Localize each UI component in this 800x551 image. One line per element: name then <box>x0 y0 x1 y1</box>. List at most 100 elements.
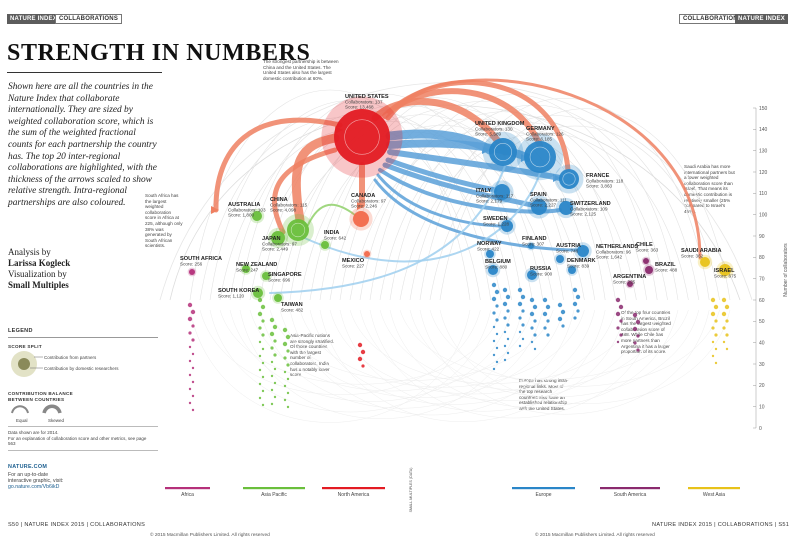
minor-country-dot <box>710 297 716 303</box>
minor-country-dot <box>714 319 718 323</box>
arrow-us-switzerland <box>378 168 562 214</box>
domestic-contribution-core <box>559 201 573 215</box>
minor-country-dot <box>533 347 537 351</box>
country-stat-label: Score: 13,468 <box>345 105 374 110</box>
minor-country-dot <box>725 347 729 351</box>
axis-title: Number of collaborators <box>783 243 789 297</box>
country-name-label: SOUTH AFRICA <box>180 256 222 262</box>
arrow-china-us <box>291 133 340 225</box>
minor-country-dot <box>491 296 497 302</box>
country-name-label: NEW ZEALAND <box>236 262 277 268</box>
domestic-contribution-core <box>719 264 731 276</box>
country-name-label: SOUTH KOREA <box>218 288 259 294</box>
background-arc <box>299 125 585 301</box>
vertical-credit-note: SMALL MULTIPLES (DATA) <box>409 468 413 513</box>
minor-country-dot <box>257 297 263 303</box>
minor-country-dot <box>191 380 195 384</box>
minor-country-dot <box>270 346 274 350</box>
copyright-left: © 2015 Macmillan Publishers Limited. All… <box>150 533 270 538</box>
minor-country-dot <box>286 377 290 381</box>
country-name-label: AUSTRIA <box>556 243 581 249</box>
nature-com-url[interactable]: go.nature.com/Vb6ikD <box>8 484 60 490</box>
minor-country-dot <box>286 405 290 409</box>
country-stat-label: Score: 839 <box>567 264 590 269</box>
minor-country-dot <box>506 351 510 355</box>
domestic-contribution-core <box>524 141 556 173</box>
country-stat-label: Collaborators: 97 <box>262 242 297 247</box>
minor-country-dot <box>542 311 548 317</box>
legend-from-partners: Contribution from partners <box>44 355 97 360</box>
minor-country-dot <box>503 344 507 348</box>
minor-country-dot <box>187 302 193 308</box>
country-name-label: ARGENTINA <box>613 274 646 280</box>
minor-country-dot <box>191 324 195 328</box>
domestic-contribution-core <box>489 138 517 166</box>
minor-country-dot <box>520 294 526 300</box>
minor-country-dot <box>533 319 537 323</box>
axis-tick-label: 20 <box>759 383 765 389</box>
arrow-us-netherlands <box>373 178 579 252</box>
minor-country-dot <box>269 331 275 337</box>
domestic-contribution-core <box>577 245 589 257</box>
minor-country-dot <box>543 326 547 330</box>
background-arc <box>259 309 544 409</box>
minor-country-dot <box>711 340 715 344</box>
country-stat-label: Score: 225 <box>613 280 636 285</box>
country-name-label: FINLAND <box>522 236 547 242</box>
country-stat-label: Score: 1,642 <box>596 255 622 260</box>
minor-country-dot <box>188 373 192 377</box>
background-arc <box>439 108 731 301</box>
minor-country-dot <box>258 382 262 386</box>
minor-country-dot <box>529 311 535 317</box>
note-south-africa: South Africa has the largest weighted co… <box>145 193 183 249</box>
domestic-contribution-core <box>252 211 262 221</box>
minor-country-dot <box>521 337 525 341</box>
minor-country-dot <box>616 326 620 330</box>
country-name-label: UNITED KINGDOM <box>475 121 525 127</box>
minor-country-dot <box>506 309 510 313</box>
nature-com-link-title[interactable]: NATURE.COM <box>8 464 48 470</box>
minor-country-dot <box>191 394 195 398</box>
minor-country-dot <box>725 333 729 337</box>
note-south-america: Of the top four countries in South Ameri… <box>621 310 671 355</box>
country-stat-label: Score: 3,863 <box>586 184 612 189</box>
legend-balance-title-1: CONTRIBUTION BALANCE <box>8 391 73 396</box>
minor-country-dot <box>506 337 510 341</box>
domestic-contribution-core <box>242 265 250 273</box>
legend-score-split: SCORE SPLIT <box>8 344 42 349</box>
country-name-label: INDIA <box>324 230 339 236</box>
country-stat-label: Score: 307 <box>522 242 545 247</box>
axis-tick-label: 100 <box>759 212 768 218</box>
domestic-contribution-core <box>364 251 370 257</box>
domestic-contribution-core <box>528 243 534 249</box>
legend-balance-title-2: BETWEEN COUNTRIES <box>8 397 65 402</box>
region-label-europe: Europe <box>535 492 551 498</box>
axis-tick-label: 80 <box>759 255 765 261</box>
country-stat-label: Score: 2,227 <box>530 203 556 208</box>
minor-country-dot <box>261 347 265 351</box>
country-stat-label: Score: 1,800 <box>228 213 254 218</box>
minor-country-dot <box>619 333 623 337</box>
domestic-contribution-core <box>488 265 498 275</box>
bubble-ring <box>529 146 551 168</box>
note-asia-pacific: Asia-Pacific nations are strongly strati… <box>290 333 334 378</box>
domestic-contribution-core <box>556 255 564 263</box>
country-name-label: FRANCE <box>586 173 610 179</box>
minor-country-dot <box>283 356 287 360</box>
country-name-label: ITALY <box>476 188 491 194</box>
minor-country-dot <box>506 323 510 327</box>
minor-country-dot <box>492 367 496 371</box>
minor-country-dot <box>494 289 500 295</box>
minor-country-dot <box>560 309 566 315</box>
minor-country-dot <box>270 402 274 406</box>
country-name-label: BELGIUM <box>485 259 511 265</box>
minor-country-dot <box>273 395 277 399</box>
minor-country-dot <box>615 297 621 303</box>
